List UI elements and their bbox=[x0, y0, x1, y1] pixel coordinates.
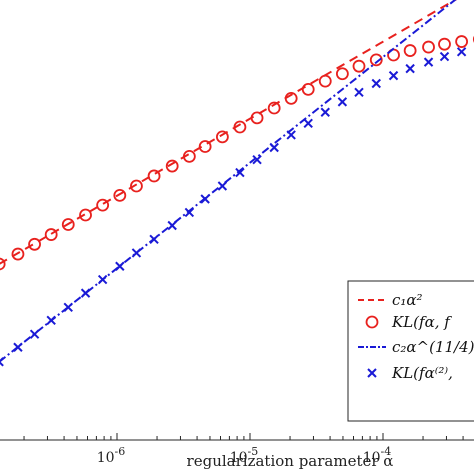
series-3-point bbox=[439, 51, 450, 62]
series-3-point bbox=[303, 118, 313, 129]
series-1-point bbox=[335, 67, 349, 81]
series-1-point bbox=[233, 120, 247, 134]
series-3-point bbox=[337, 97, 348, 107]
legend-label-3: KL(fα⁽²⁾, bbox=[391, 364, 453, 382]
series-1-point bbox=[165, 159, 179, 173]
series-1-point bbox=[28, 237, 41, 251]
series-layer bbox=[0, 0, 474, 367]
series-3-point bbox=[149, 234, 159, 245]
series-1-point bbox=[147, 169, 161, 183]
series-3-point bbox=[423, 57, 434, 67]
series-1-point bbox=[130, 179, 143, 193]
series-1-point bbox=[0, 257, 6, 271]
series-3-point bbox=[97, 274, 108, 285]
series-3-point bbox=[456, 47, 467, 57]
legend-label-0: c₁α² bbox=[392, 291, 423, 309]
series-3-point bbox=[131, 248, 142, 258]
series-1-point bbox=[79, 208, 92, 222]
series-3-point bbox=[371, 78, 381, 89]
legend-box bbox=[347, 280, 474, 422]
series-1-point bbox=[215, 130, 229, 144]
series-1-point bbox=[182, 149, 196, 163]
series-1-point bbox=[369, 53, 383, 67]
series-3-point bbox=[388, 70, 399, 81]
series-3-point bbox=[269, 142, 279, 153]
x-tick-label: 10-6 bbox=[97, 445, 126, 466]
series-1-point bbox=[250, 111, 264, 125]
series-1-point bbox=[455, 35, 469, 48]
series-3-point bbox=[405, 63, 415, 74]
series-3-point bbox=[13, 342, 23, 352]
series-1-point bbox=[301, 82, 315, 96]
series-3-point bbox=[0, 357, 4, 367]
legend-label-2: c₂α^(11/4) bbox=[392, 338, 474, 356]
series-3-point bbox=[80, 288, 91, 298]
series-1-point bbox=[96, 198, 110, 212]
series-1-point bbox=[422, 40, 435, 54]
x-axis-label: regularization parameter α bbox=[187, 452, 394, 470]
series-3-point bbox=[46, 315, 56, 326]
series-3-point bbox=[354, 87, 364, 98]
series-1-point bbox=[113, 188, 127, 202]
series-2-line bbox=[0, 0, 457, 363]
x-tick-label: 10-4 bbox=[363, 445, 392, 466]
series-3-point bbox=[167, 220, 177, 231]
series-1-point bbox=[44, 228, 58, 241]
series-3-point bbox=[63, 302, 73, 313]
series-1-point bbox=[11, 247, 25, 261]
legend-label-1: KL(fα, f bbox=[391, 313, 452, 331]
series-1-point bbox=[198, 140, 212, 153]
series-3-point bbox=[252, 154, 262, 165]
x-tick-label: 10-5 bbox=[230, 445, 259, 466]
series-3-point bbox=[200, 194, 210, 204]
series-3-point bbox=[115, 261, 125, 271]
series-3-point bbox=[184, 207, 195, 218]
series-3-point bbox=[286, 130, 296, 140]
legend-swatch-1 bbox=[365, 315, 379, 329]
series-1-point bbox=[403, 44, 417, 57]
series-3-point bbox=[29, 329, 40, 339]
series-3-point bbox=[235, 167, 245, 178]
series-1-point bbox=[318, 74, 332, 88]
legend-swatch-3 bbox=[367, 368, 377, 378]
legend: c₁α² KL(fα, f c₂α^(11/4) KL(fα⁽²⁾, bbox=[347, 280, 474, 422]
series-1-point bbox=[61, 218, 75, 231]
series-1-point bbox=[267, 101, 281, 115]
series-1-point bbox=[438, 37, 451, 51]
series-1-point bbox=[352, 59, 366, 73]
x-ticks: 10-6 10-5 10-4 bbox=[23, 433, 464, 466]
series-3-point bbox=[217, 181, 228, 191]
series-3-point bbox=[320, 107, 330, 117]
series-1-point bbox=[284, 92, 298, 105]
